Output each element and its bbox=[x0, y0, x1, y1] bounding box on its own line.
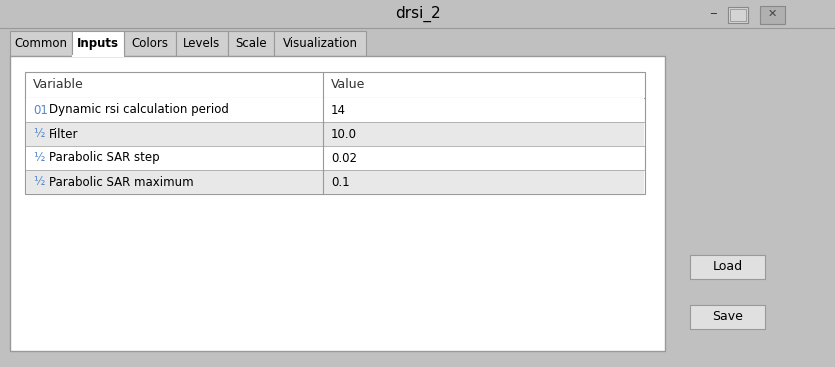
Text: Scale: Scale bbox=[235, 37, 267, 50]
Text: Save: Save bbox=[712, 310, 743, 323]
Text: Value: Value bbox=[331, 79, 366, 91]
Text: Load: Load bbox=[712, 261, 742, 273]
Text: Parabolic SAR maximum: Parabolic SAR maximum bbox=[49, 175, 194, 189]
Text: Filter: Filter bbox=[49, 127, 78, 141]
FancyBboxPatch shape bbox=[10, 31, 72, 56]
FancyBboxPatch shape bbox=[26, 98, 644, 122]
Text: 0.02: 0.02 bbox=[331, 152, 357, 164]
Text: Visualization: Visualization bbox=[282, 37, 357, 50]
FancyBboxPatch shape bbox=[10, 56, 665, 351]
FancyBboxPatch shape bbox=[176, 31, 228, 56]
Text: Colors: Colors bbox=[131, 37, 169, 50]
Text: Inputs: Inputs bbox=[77, 37, 119, 50]
Text: 10.0: 10.0 bbox=[331, 127, 357, 141]
Text: Parabolic SAR step: Parabolic SAR step bbox=[49, 152, 159, 164]
Text: ½: ½ bbox=[33, 127, 44, 141]
FancyBboxPatch shape bbox=[690, 305, 765, 329]
Text: Levels: Levels bbox=[184, 37, 220, 50]
Text: ✕: ✕ bbox=[768, 9, 777, 19]
FancyBboxPatch shape bbox=[26, 146, 644, 170]
FancyBboxPatch shape bbox=[274, 31, 366, 56]
Text: ½: ½ bbox=[33, 175, 44, 189]
FancyBboxPatch shape bbox=[228, 31, 274, 56]
Text: 14: 14 bbox=[331, 103, 346, 116]
Text: Variable: Variable bbox=[33, 79, 84, 91]
Text: 0.1: 0.1 bbox=[331, 175, 350, 189]
FancyBboxPatch shape bbox=[26, 122, 644, 146]
Text: ─: ─ bbox=[710, 9, 716, 19]
Text: 01: 01 bbox=[33, 103, 48, 116]
Text: drsi_2: drsi_2 bbox=[395, 6, 440, 22]
FancyBboxPatch shape bbox=[760, 6, 785, 24]
Text: ½: ½ bbox=[33, 152, 44, 164]
Text: Dynamic rsi calculation period: Dynamic rsi calculation period bbox=[49, 103, 229, 116]
FancyBboxPatch shape bbox=[728, 7, 748, 23]
FancyBboxPatch shape bbox=[690, 255, 765, 279]
FancyBboxPatch shape bbox=[124, 31, 176, 56]
FancyBboxPatch shape bbox=[26, 170, 644, 194]
FancyBboxPatch shape bbox=[25, 72, 645, 194]
FancyBboxPatch shape bbox=[72, 31, 124, 56]
Text: Common: Common bbox=[14, 37, 68, 50]
